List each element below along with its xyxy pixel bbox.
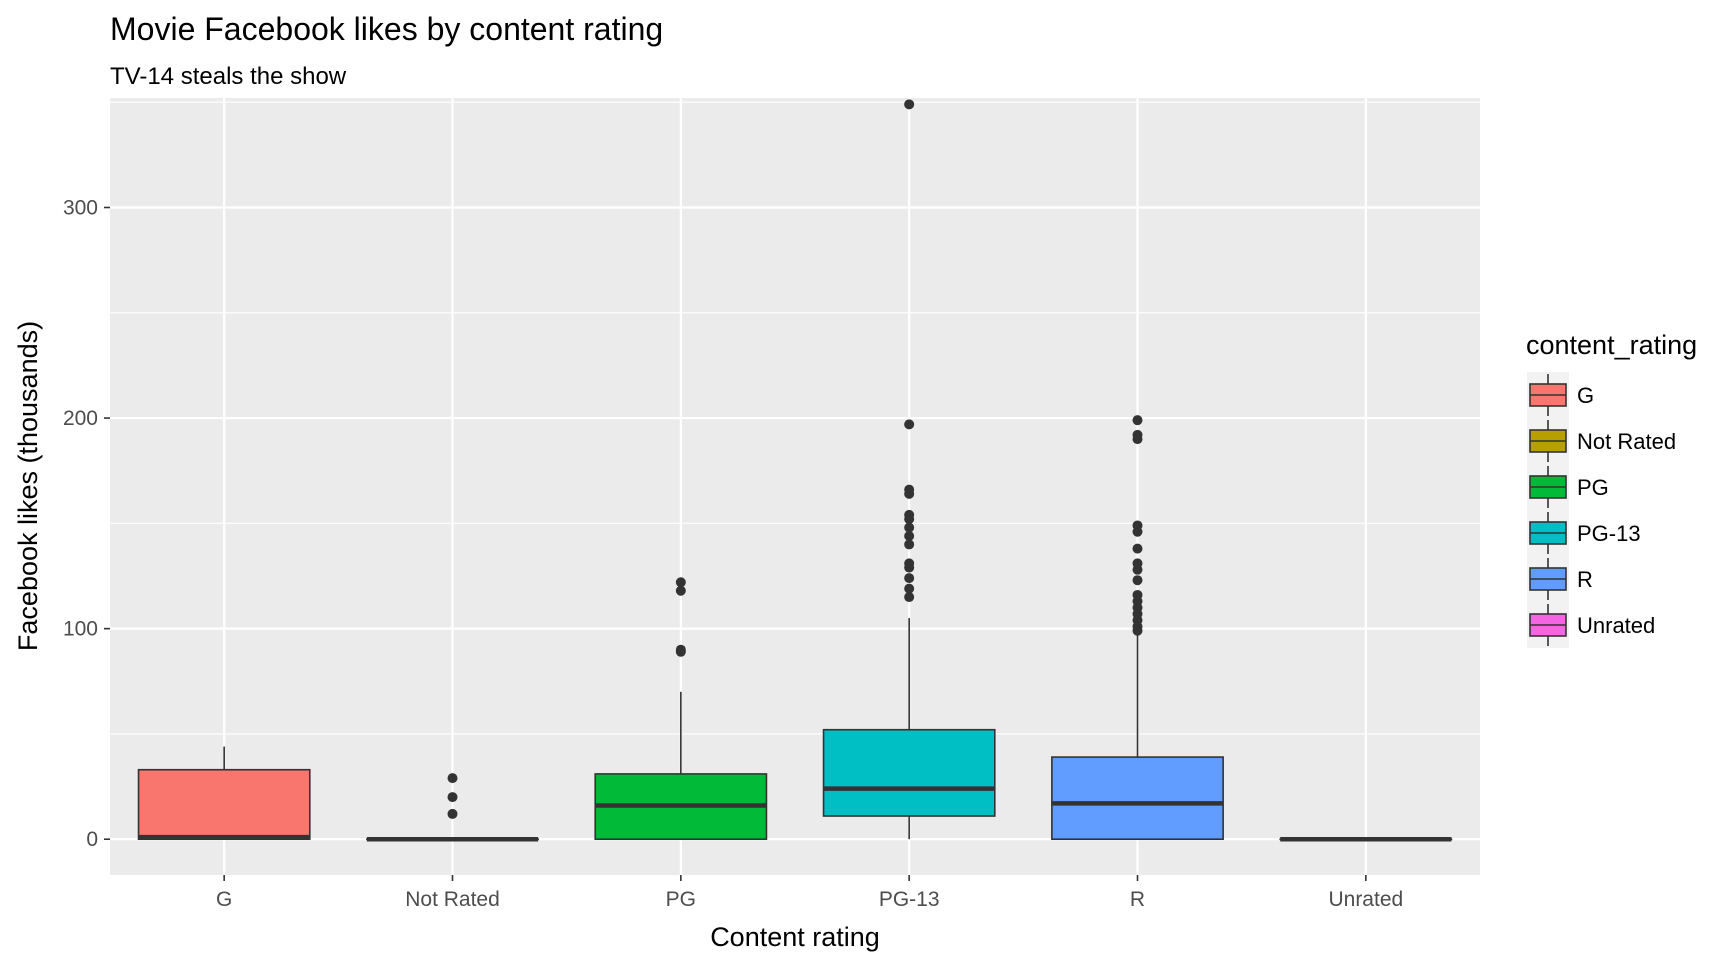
y-tick-label: 0 [86,828,98,851]
x-tick-label: Not Rated [405,888,500,911]
outlier-point [675,585,686,596]
plot-panel [110,98,1480,875]
outlier-point [1132,415,1143,426]
legend-item-r: R [1527,556,1593,602]
outlier-point [904,419,915,430]
box-r [1051,632,1224,841]
x-tick-label: PG [666,888,696,911]
x-tick-label: PG-13 [879,888,940,911]
chart-subtitle: TV-14 steals the show [110,63,347,90]
outlier-point [1132,589,1143,600]
legend-label: R [1577,567,1593,592]
y-axis-title: Facebook likes (thousands) [13,321,43,651]
outlier-point [1132,543,1143,554]
legend-item-not-rated: Not Rated [1527,418,1676,464]
box-pg-13 [822,618,996,840]
outlier-point [904,573,915,584]
outlier-point [447,792,458,803]
legend: content_rating G Not Rated PG PG-13 R Unrated [1526,330,1697,648]
legend-title: content_rating [1526,330,1697,360]
legend-items: G Not Rated PG PG-13 R Unrated [1527,372,1676,648]
outlier-point [1132,558,1143,569]
legend-item-g: G [1527,372,1594,418]
x-tick-label: G [216,888,232,911]
outlier-point [675,644,686,655]
x-axis-title: Content rating [710,922,880,952]
outlier-point [1132,520,1143,531]
outlier-point [447,773,458,784]
x-tick-label: Unrated [1328,888,1403,911]
boxplot-layer [137,618,1453,842]
outlier-point [904,592,915,603]
legend-label: PG [1577,475,1609,500]
outlier-point [904,509,915,520]
outlier-point [447,808,458,819]
y-tick-label: 100 [63,618,98,641]
legend-item-pg: PG [1527,464,1609,510]
y-tick-label: 200 [63,407,98,430]
chart-title: Movie Facebook likes by content rating [110,11,663,47]
outlier-point [904,99,915,110]
legend-label: G [1577,383,1594,408]
x-tick-label: R [1130,888,1145,911]
legend-label: Unrated [1577,613,1655,638]
legend-item-pg-13: PG-13 [1527,510,1641,556]
box-iqr [1051,756,1224,841]
outlier-point [904,558,915,569]
legend-label: PG-13 [1577,521,1641,546]
box-pg [594,691,768,841]
y-tick-label: 300 [63,196,98,219]
outlier-point [904,583,915,594]
legend-item-unrated: Unrated [1527,602,1655,648]
box-iqr [137,768,311,841]
outlier-point [904,522,915,533]
outlier-point [675,577,686,588]
box-g [137,746,311,841]
legend-label: Not Rated [1577,429,1676,454]
box-iqr [822,728,996,817]
outlier-point [1132,429,1143,440]
outlier-point [1132,575,1143,586]
axes: 0 100 200 300 G Not Rated PG PG-13 R Unrated [63,196,1403,911]
outlier-point [904,530,915,541]
outlier-point [904,484,915,495]
outlier-layer [447,99,1143,819]
outlier-point [904,539,915,550]
